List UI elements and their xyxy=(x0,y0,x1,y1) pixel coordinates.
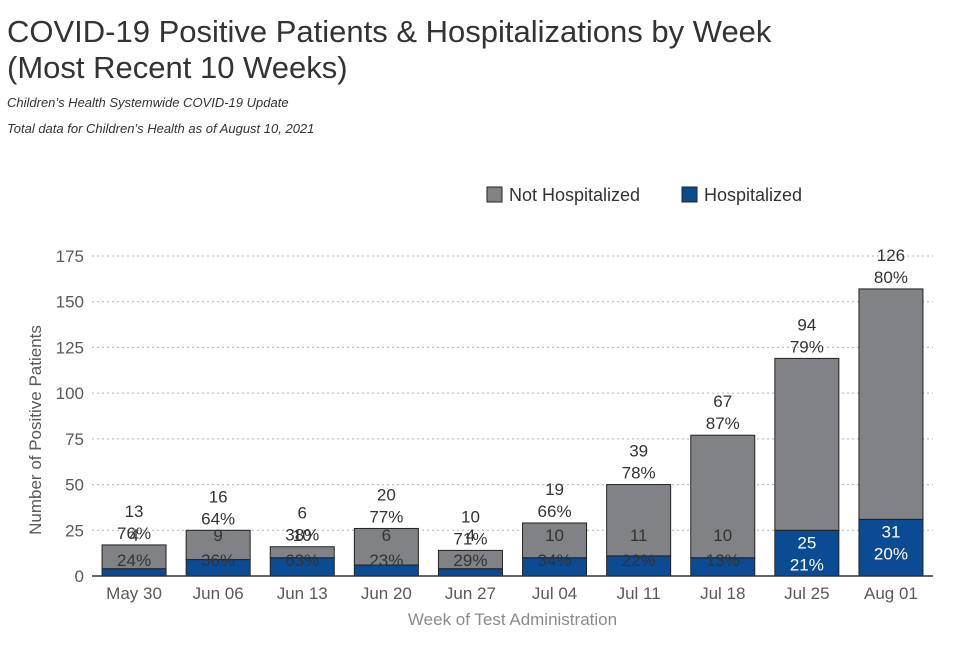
data-label-hospitalized-percent: 21% xyxy=(790,555,824,574)
data-label-not-hospitalized-percent: 80% xyxy=(874,268,908,287)
data-label-hospitalized-count: 6 xyxy=(382,526,391,545)
data-label-hospitalized-count: 4 xyxy=(129,526,138,545)
bar-not-hospitalized xyxy=(101,544,167,570)
x-tick-label: Jun 13 xyxy=(277,584,328,603)
data-label-not-hospitalized-count: 10 xyxy=(461,507,480,526)
data-label-hospitalized-count: 25 xyxy=(797,533,816,552)
data-label-not-hospitalized-percent: 64% xyxy=(201,509,235,528)
chart-subtitle-date: Total data for Children’s Health as of A… xyxy=(7,121,315,136)
data-label-not-hospitalized-percent: 77% xyxy=(369,507,403,526)
data-label-not-hospitalized-percent: 38% xyxy=(285,526,319,545)
data-label-not-hospitalized-count: 67 xyxy=(713,392,732,411)
data-label-hospitalized-percent: 29% xyxy=(453,551,487,570)
data-label-hospitalized-percent: 13% xyxy=(706,551,740,570)
y-tick-label: 125 xyxy=(56,338,84,357)
data-label-not-hospitalized-percent: 78% xyxy=(622,464,656,483)
data-label-not-hospitalized-count: 126 xyxy=(877,246,905,265)
legend-swatch-hospitalized xyxy=(681,186,698,203)
x-axis-title: Week of Test Administration xyxy=(408,610,617,629)
y-tick-label: 0 xyxy=(75,567,84,586)
chart-title-line-1: COVID-19 Positive Patients & Hospitaliza… xyxy=(7,14,772,49)
x-tick-label: Aug 01 xyxy=(864,584,918,603)
x-tick-label: Jun 20 xyxy=(361,584,412,603)
data-label-hospitalized-count: 10 xyxy=(713,526,732,545)
data-label-hospitalized-count: 4 xyxy=(466,526,475,545)
y-tick-label: 175 xyxy=(56,247,84,266)
data-label-hospitalized-percent: 36% xyxy=(201,551,235,570)
data-label-not-hospitalized-count: 13 xyxy=(125,502,144,521)
data-label-hospitalized-percent: 20% xyxy=(874,544,908,563)
legend-label-not-hospitalized: Not Hospitalized xyxy=(509,185,640,205)
data-label-not-hospitalized-count: 6 xyxy=(298,504,307,523)
bar-hospitalized xyxy=(858,518,924,577)
data-label-not-hospitalized-count: 39 xyxy=(629,442,648,461)
x-tick-label: Jul 11 xyxy=(617,584,661,603)
data-label-not-hospitalized-count: 94 xyxy=(797,315,816,334)
legend-swatch-not-hospitalized xyxy=(486,186,503,203)
data-label-hospitalized-percent: 63% xyxy=(285,551,319,570)
data-label-hospitalized-count: 9 xyxy=(213,526,222,545)
data-label-not-hospitalized-percent: 71% xyxy=(453,529,487,548)
bar-not-hospitalized xyxy=(185,529,251,561)
data-label-not-hospitalized-percent: 87% xyxy=(706,414,740,433)
y-tick-label: 100 xyxy=(56,384,84,403)
data-label-hospitalized-percent: 23% xyxy=(369,551,403,570)
data-label-hospitalized-percent: 24% xyxy=(117,551,151,570)
bar-not-hospitalized xyxy=(437,549,503,570)
chart-title-line-2: (Most Recent 10 Weeks) xyxy=(7,50,348,85)
bar-not-hospitalized xyxy=(269,546,335,559)
x-tick-label: Jul 18 xyxy=(700,584,745,603)
data-label-hospitalized-percent: 34% xyxy=(538,551,572,570)
x-tick-label: Jul 25 xyxy=(784,584,829,603)
bar-not-hospitalized xyxy=(353,527,419,566)
legend-label-hospitalized: Hospitalized xyxy=(704,185,802,205)
bar-not-hospitalized xyxy=(606,484,672,557)
data-label-hospitalized-count: 10 xyxy=(293,526,312,545)
data-label-not-hospitalized-percent: 66% xyxy=(538,502,572,521)
x-tick-label: Jun 06 xyxy=(193,584,244,603)
bar-not-hospitalized xyxy=(858,288,924,520)
bar-not-hospitalized xyxy=(690,434,756,559)
y-axis-title: Number of Positive Patients xyxy=(26,325,45,535)
bar-not-hospitalized xyxy=(774,357,840,531)
bar-hospitalized xyxy=(774,529,840,577)
y-tick-label: 25 xyxy=(65,521,84,540)
x-tick-label: Jun 27 xyxy=(445,584,496,603)
chart-subtitle-source: Children’s Health Systemwide COVID-19 Up… xyxy=(7,95,289,110)
data-label-not-hospitalized-percent: 76% xyxy=(117,524,151,543)
bar-not-hospitalized xyxy=(522,522,588,559)
y-tick-label: 75 xyxy=(65,430,84,449)
data-label-not-hospitalized-count: 16 xyxy=(209,487,228,506)
data-label-hospitalized-count: 10 xyxy=(545,526,564,545)
x-tick-label: May 30 xyxy=(106,584,162,603)
chart-title: COVID-19 Positive Patients & Hospitaliza… xyxy=(7,14,927,86)
data-label-hospitalized-percent: 22% xyxy=(622,551,656,570)
data-label-not-hospitalized-count: 19 xyxy=(545,480,564,499)
x-tick-label: Jul 04 xyxy=(532,584,577,603)
y-tick-label: 150 xyxy=(56,293,84,312)
y-tick-label: 50 xyxy=(65,476,84,495)
data-label-hospitalized-count: 31 xyxy=(881,522,900,541)
data-label-not-hospitalized-count: 20 xyxy=(377,485,396,504)
data-label-hospitalized-count: 11 xyxy=(630,526,648,545)
data-label-not-hospitalized-percent: 79% xyxy=(790,337,824,356)
